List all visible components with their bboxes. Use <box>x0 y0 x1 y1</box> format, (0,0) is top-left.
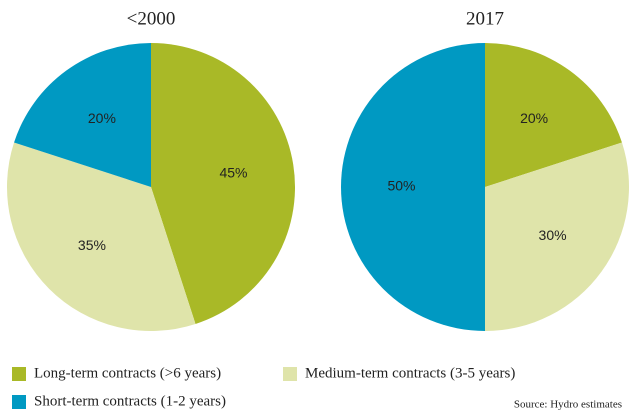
value-label: 45% <box>219 165 247 181</box>
legend-label: Medium-term contracts (3-5 years) <box>305 365 515 381</box>
pie-slice <box>341 43 485 331</box>
legend-label: Long-term contracts (>6 years) <box>34 365 221 381</box>
source: Source: Hydro estimates <box>514 399 622 411</box>
pie-slice <box>485 142 629 331</box>
value-label: 20% <box>520 110 548 126</box>
legend-swatch <box>12 367 26 381</box>
pie-slice <box>6 142 196 332</box>
chart-title: 2017 <box>466 8 504 29</box>
legend-swatch <box>12 395 26 409</box>
legend-swatch <box>283 367 297 381</box>
value-label: 35% <box>78 237 106 253</box>
chart-title: <2000 <box>127 8 176 29</box>
pie-slice <box>485 43 622 187</box>
legend-label: Short-term contracts (1-2 years) <box>34 393 226 409</box>
value-label: 20% <box>88 110 116 126</box>
value-label: 30% <box>539 227 567 243</box>
pie-slice <box>14 43 151 187</box>
pie-slice <box>151 43 295 324</box>
value-label: 50% <box>387 178 415 194</box>
